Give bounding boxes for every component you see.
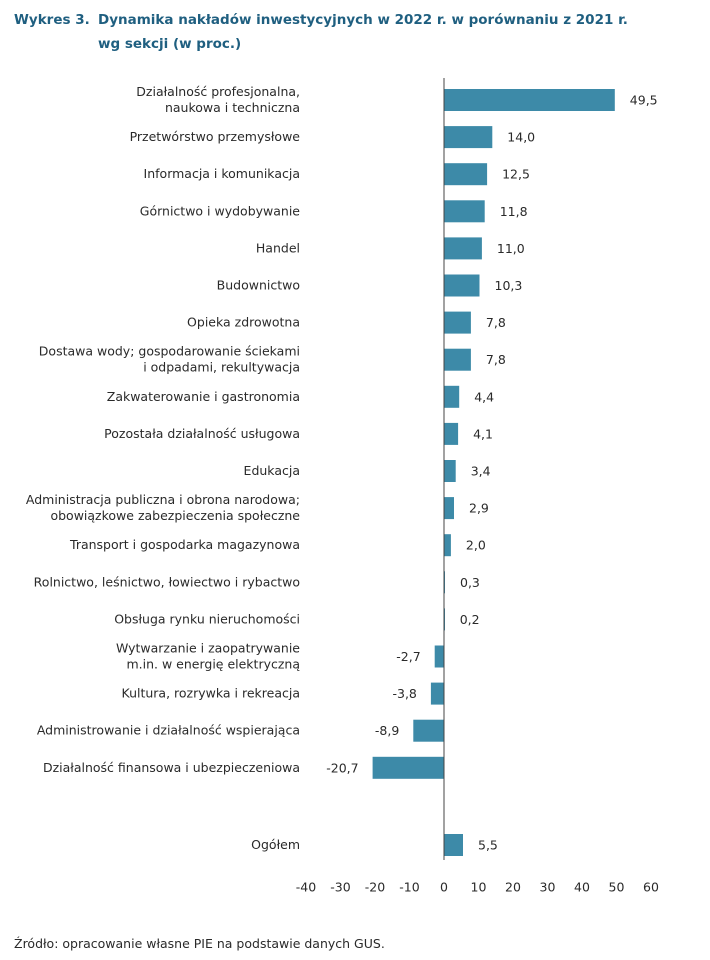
- category-label: Działalność finansowa i ubezpieczeniowa: [43, 759, 300, 774]
- x-tick-label: 10: [471, 880, 487, 895]
- value-label: 0,3: [460, 575, 480, 590]
- x-tick-label: 50: [609, 880, 625, 895]
- category-label: Opieka zdrowotna: [187, 314, 300, 329]
- value-label: 4,1: [473, 426, 493, 441]
- category-label: Wytwarzanie i zaopatrywanie m.in. w energ…: [116, 640, 300, 671]
- bar: [372, 756, 444, 779]
- category-label: Administracja publiczna i obrona narodow…: [26, 492, 300, 523]
- chart-title: Wykres 3. Dynamika nakładów inwestycyjnyc…: [14, 8, 694, 56]
- value-label: 10,3: [495, 278, 523, 293]
- category-label: Edukacja: [244, 463, 300, 478]
- title-line-2: wg sekcji (w proc.): [98, 36, 242, 52]
- bar: [444, 311, 471, 334]
- bar: [444, 385, 460, 408]
- category-label: Pozostała działalność usługowa: [104, 425, 300, 440]
- value-label: 3,4: [471, 464, 491, 479]
- bar: [444, 422, 459, 445]
- x-tick-label: 30: [540, 880, 556, 895]
- value-label: -3,8: [393, 686, 417, 701]
- bar: [444, 834, 463, 856]
- value-label: -20,7: [326, 760, 358, 775]
- bar: [444, 274, 480, 297]
- bar: [444, 497, 454, 520]
- category-label: Obsługa rynku nieruchomości: [114, 611, 300, 626]
- bar: [444, 89, 615, 111]
- category-label: Administrowanie i działalność wspierając…: [37, 722, 300, 737]
- value-label: 11,8: [500, 204, 528, 219]
- value-label: 7,8: [486, 315, 506, 330]
- bar: [444, 348, 471, 371]
- value-label: 5,5: [478, 838, 498, 853]
- bar: [430, 682, 444, 705]
- bar: [444, 126, 493, 149]
- bar: [444, 460, 456, 482]
- category-label: Kultura, rozrywka i rekreacja: [122, 685, 301, 700]
- figure-label: Wykres 3.: [14, 12, 90, 28]
- bar-chart: Działalność profesjonalna, naukowa i tech…: [26, 78, 659, 895]
- category-label: Zakwaterowanie i gastronomia: [107, 388, 300, 403]
- value-label: 14,0: [507, 130, 535, 145]
- category-label: Działalność profesjonalna, naukowa i tech…: [136, 84, 300, 115]
- source-note: Źródło: opracowanie własne PIE na podsta…: [14, 936, 385, 951]
- value-label: 0,2: [460, 612, 480, 627]
- category-label: Przetwórstwo przemysłowe: [130, 129, 301, 144]
- bar: [413, 719, 444, 742]
- value-label: 11,0: [497, 241, 525, 256]
- value-label: 4,4: [474, 389, 494, 404]
- title-line-1: Dynamika nakładów inwestycyjnych w 2022 …: [98, 12, 628, 28]
- x-tick-label: -30: [330, 880, 350, 895]
- category-label: Handel: [256, 240, 300, 255]
- bar: [434, 645, 444, 668]
- category-label: Transport i gospodarka magazynowa: [69, 537, 300, 552]
- x-tick-label: 0: [440, 880, 448, 895]
- category-label: Dostawa wody; gospodarowanie ściekami i o…: [39, 343, 300, 374]
- value-label: -8,9: [375, 723, 399, 738]
- bar: [444, 534, 451, 557]
- value-label: 49,5: [630, 93, 658, 108]
- bar: [444, 163, 488, 186]
- bar: [444, 237, 482, 260]
- value-label: 7,8: [486, 352, 506, 367]
- value-label: -2,7: [396, 649, 420, 664]
- bar: [444, 200, 485, 223]
- x-tick-label: -40: [296, 880, 316, 895]
- x-tick-label: -10: [399, 880, 419, 895]
- category-label: Górnictwo i wydobywanie: [140, 203, 301, 218]
- category-label: Rolnictwo, leśnictwo, łowiectwo i rybact…: [34, 574, 300, 589]
- category-label: Budownictwo: [217, 277, 300, 292]
- category-label: Ogółem: [251, 837, 300, 852]
- x-tick-label: 20: [505, 880, 521, 895]
- value-label: 2,0: [466, 538, 486, 553]
- x-tick-label: 40: [574, 880, 590, 895]
- value-label: 12,5: [502, 167, 530, 182]
- x-tick-label: -20: [365, 880, 385, 895]
- value-label: 2,9: [469, 501, 489, 516]
- x-tick-label: 60: [643, 880, 659, 895]
- category-label: Informacja i komunikacja: [144, 166, 300, 181]
